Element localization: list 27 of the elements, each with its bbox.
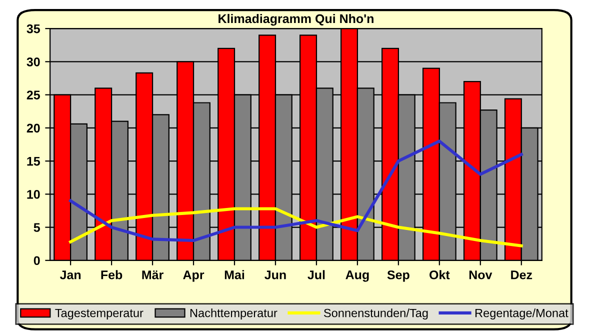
legend-label: Tagestemperatur	[55, 308, 144, 320]
chart-title: Klimadiagramm Qui Nho'n	[218, 14, 374, 26]
x-tick-label: Dez	[511, 270, 532, 280]
x-tick-label: Okt	[430, 270, 450, 280]
x-tick-label: Jun	[264, 270, 286, 280]
legend-label: Regentage/Monat	[475, 308, 568, 320]
y-tick-label: 35	[26, 24, 40, 34]
y-tick-label: 10	[27, 190, 40, 199]
line-series	[69, 207, 523, 248]
x-tick-label: Mai	[224, 270, 244, 280]
y-tick-label: 5	[34, 223, 40, 232]
y-tick-label: 20	[26, 124, 40, 133]
x-tick-label: Sep	[387, 270, 410, 282]
x-tick-label: Jan	[60, 270, 81, 280]
x-tick-label: Feb	[101, 270, 122, 280]
legend-label: Nachttemperatur	[190, 308, 278, 320]
line-series	[69, 140, 523, 242]
y-tick-label: 0	[34, 256, 40, 266]
legend-label: Sonnenstunden/Tag	[324, 308, 428, 320]
x-tick-label: Nov	[469, 270, 492, 280]
y-tick-label: 15	[27, 156, 40, 166]
x-tick-label: Aug	[346, 270, 369, 282]
x-tick-label: Mär	[142, 270, 164, 280]
x-tick-label: Apr	[183, 270, 204, 282]
y-tick-label: 25	[26, 90, 40, 100]
x-tick-label: Jul	[308, 270, 325, 280]
y-tick-label: 30	[26, 57, 40, 66]
